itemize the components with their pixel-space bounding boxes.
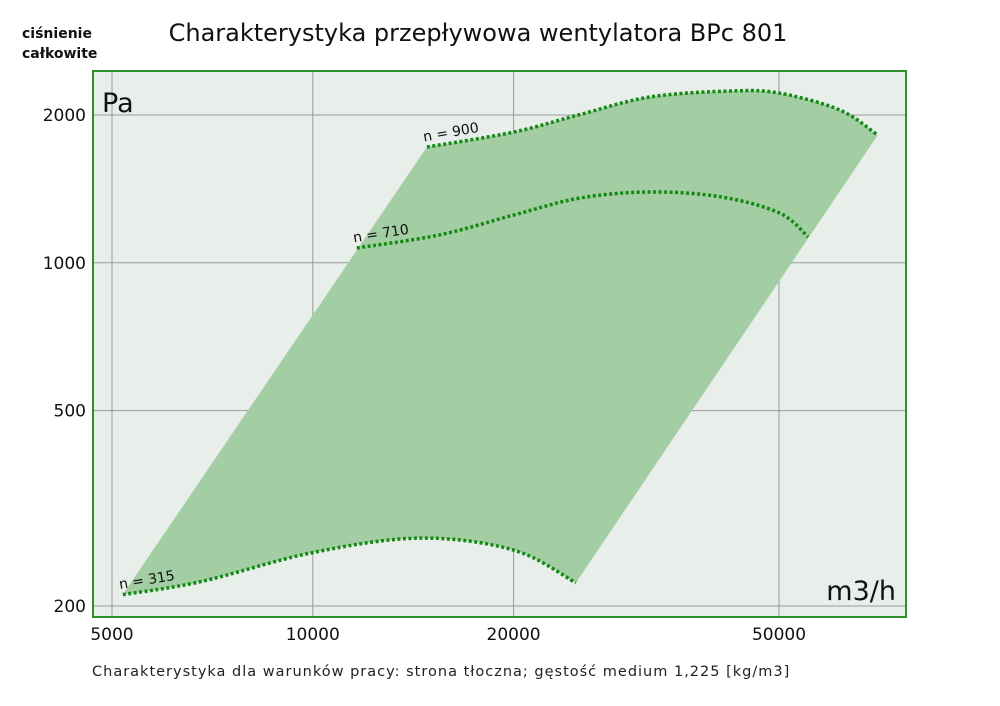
curve-315 [122,536,577,597]
curve-710 [356,190,810,250]
y-tick-label: 200 [54,597,86,617]
y-unit-label: Pa [102,88,134,119]
operating-region [122,90,878,595]
x-tick-label: 50000 [752,625,806,645]
x-tick-label: 5000 [90,625,133,645]
x-unit-label: m3/h [826,576,896,607]
y-tick-label: 2000 [43,106,86,126]
x-tick-label: 20000 [487,625,541,645]
y-tick-label: 1000 [43,254,86,274]
plot-border [92,70,907,618]
y-axis-label-line2: całkowite [22,46,97,62]
chart-title: Charakterystyka przepływowa wentylatora … [169,19,788,47]
y-axis-label-line1: ciśnienie [22,26,92,42]
y-tick-label: 500 [54,402,86,422]
x-tick-label: 10000 [286,625,340,645]
footnote: Charakterystyka dla warunków pracy: stro… [92,664,790,680]
